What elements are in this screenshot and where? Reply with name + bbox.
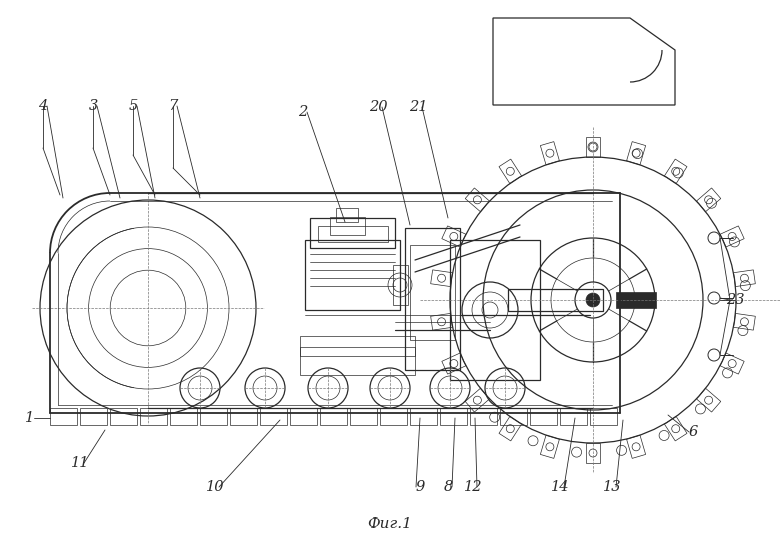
Text: 8: 8 [443,480,452,494]
Bar [410,408,437,425]
Text: 14: 14 [551,480,569,494]
Bar [560,408,587,425]
Bar [290,408,317,425]
Text: 12: 12 [464,480,482,494]
Bar [500,408,527,425]
Bar [80,408,107,425]
Text: 21: 21 [409,100,427,114]
Text: 9: 9 [416,480,424,494]
Bar [300,336,415,356]
Bar [260,408,287,425]
Bar [310,218,395,248]
Bar [320,408,347,425]
Bar [336,208,358,222]
Bar [393,265,408,305]
Bar [470,408,497,425]
Text: 20: 20 [369,100,387,114]
Bar [110,408,137,425]
Bar [305,240,400,310]
Bar [590,408,617,425]
Bar [405,228,460,370]
Bar [410,245,455,340]
Bar [450,240,540,380]
Bar [530,408,557,425]
Text: 4: 4 [38,99,48,113]
Bar [330,217,365,235]
Bar [350,408,377,425]
Bar [140,408,167,425]
Bar [380,408,407,425]
Text: 7: 7 [168,99,178,113]
Text: 6: 6 [689,425,697,439]
Bar [300,347,415,375]
Bar [616,292,656,308]
Text: 1: 1 [26,411,34,425]
Bar [440,408,467,425]
Text: 10: 10 [206,480,225,494]
Bar [50,408,77,425]
Bar [508,289,603,311]
Text: 23: 23 [725,293,744,307]
Text: 11: 11 [71,456,89,470]
Text: 13: 13 [603,480,621,494]
Bar [318,226,388,242]
Text: 3: 3 [88,99,98,113]
Text: 5: 5 [129,99,137,113]
Bar [200,408,227,425]
Circle shape [586,293,600,307]
Bar [230,408,257,425]
Text: 2: 2 [299,105,307,119]
Text: Фиг.1: Фиг.1 [367,517,413,531]
Bar [170,408,197,425]
